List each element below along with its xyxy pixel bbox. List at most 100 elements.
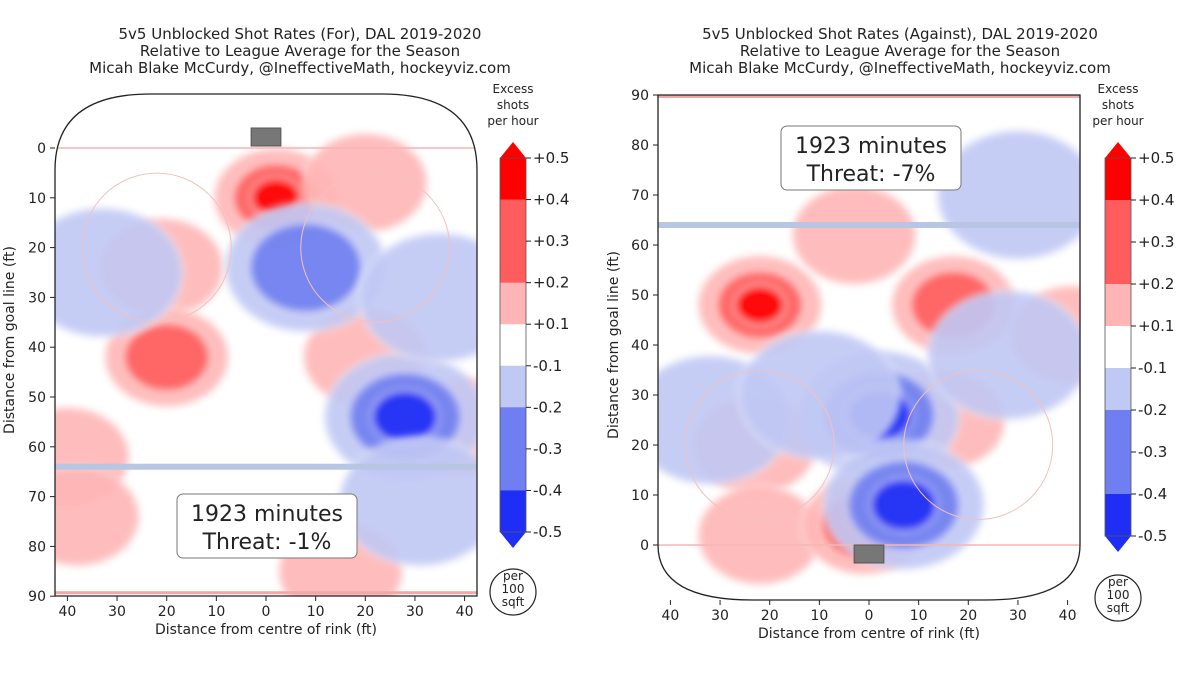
heatmap-blob-level	[248, 221, 363, 314]
colorbar: Excess shots per hour +0.5 +0.4 +0.3 +0.2 +0.1 -…	[487, 82, 569, 616]
y-tick-label: 30	[28, 290, 46, 306]
colorbar-band	[500, 282, 526, 325]
units-label: sqft	[1107, 601, 1130, 615]
y-axis-label: Distance from goal line (ft)	[2, 246, 18, 434]
colorbar-label: +0.3	[1138, 233, 1174, 251]
units-label: 100	[1107, 588, 1130, 602]
x-axis-label: Distance from centre of rink (ft)	[758, 626, 980, 642]
goal-net	[853, 544, 885, 564]
heatmap-layer	[55, 94, 477, 596]
title-line-2: Relative to League Average for the Seaso…	[739, 42, 1061, 60]
colorbar-bottom-arrow	[500, 532, 526, 548]
x-tick-label: 20	[959, 608, 977, 624]
title-line-3: Micah Blake McCurdy, @IneffectiveMath, h…	[89, 59, 511, 77]
x-tick-label: 20	[356, 604, 374, 620]
colorbar-band	[1105, 494, 1131, 537]
y-tick-label: 0	[37, 141, 46, 157]
colorbar-label: -0.2	[533, 398, 562, 416]
y-tick-label: 30	[631, 388, 649, 404]
heatmap-blob-level	[358, 232, 477, 363]
faceoff-circle	[81, 172, 232, 323]
units-circle	[1094, 574, 1142, 622]
annotation-threat: Threat: -7%	[806, 162, 936, 187]
colorbar-label: -0.5	[1138, 527, 1167, 545]
rink-boards	[54, 93, 478, 597]
colorbar-frame	[499, 157, 527, 533]
units-label: sqft	[502, 595, 525, 609]
colorbar-header: per hour	[487, 114, 538, 128]
faceoff-circle	[300, 172, 451, 323]
y-tick-label: 0	[640, 538, 649, 554]
center-red-line	[55, 591, 477, 595]
threat-annotation: 1923 minutes Threat: -1%	[176, 493, 358, 559]
colorbar-label: +0.3	[533, 232, 569, 250]
chart-title: 5v5 Unblocked Shot Rates (Against), DAL …	[600, 26, 1200, 77]
rink-boards	[657, 94, 1081, 601]
y-tick-label: 80	[631, 138, 649, 154]
title-line-1: 5v5 Unblocked Shot Rates (For), DAL 2019…	[118, 25, 482, 43]
units-label: per	[1108, 575, 1128, 589]
colorbar-header: shots	[497, 98, 529, 112]
x-tick-label: 40	[58, 604, 76, 620]
y-tick-label: 60	[631, 238, 649, 254]
title-line-1: 5v5 Unblocked Shot Rates (Against), DAL …	[702, 25, 1098, 43]
y-tick-label: 40	[631, 338, 649, 354]
x-tick-label: 10	[207, 604, 225, 620]
heatmap-blob-level	[926, 289, 1080, 421]
heatmap-blob-level	[370, 389, 440, 445]
x-tick-label: 10	[810, 608, 828, 624]
heatmap-blob-level	[122, 321, 211, 393]
colorbar-top-arrow	[500, 142, 526, 158]
x-tick-label: 20	[761, 608, 779, 624]
chart-for: 5v5 Unblocked Shot Rates (For), DAL 2019…	[2, 25, 569, 639]
y-tick-label: 10	[28, 191, 46, 207]
units-label: per	[503, 569, 523, 583]
colorbar-band	[1105, 326, 1131, 369]
colorbar-band	[500, 324, 526, 367]
colorbar-band	[1105, 200, 1131, 243]
colorbar-label: -0.3	[533, 440, 562, 458]
colorbar-band	[1105, 158, 1131, 201]
colorbar-label: +0.1	[533, 315, 569, 333]
colorbar-band	[500, 158, 526, 201]
y-tick-label: 20	[631, 438, 649, 454]
colorbar-label: -0.5	[533, 523, 562, 541]
annotation-minutes: 1923 minutes	[795, 134, 947, 159]
x-tick-label: 30	[406, 604, 424, 620]
colorbar-band	[500, 241, 526, 284]
colorbar-label: +0.5	[533, 149, 569, 167]
colorbar-header: per hour	[1092, 114, 1143, 128]
colorbar-label: -0.1	[1138, 359, 1167, 377]
colorbar-header: Excess	[1098, 82, 1139, 96]
annotation-minutes: 1923 minutes	[191, 502, 343, 527]
colorbar-bottom-arrow	[1105, 536, 1131, 552]
x-tick-label: 40	[1059, 608, 1077, 624]
center-red-line	[658, 95, 1080, 98]
y-tick-label: 80	[28, 539, 46, 555]
annotation-box	[780, 125, 962, 191]
colorbar-label: +0.4	[1138, 191, 1174, 209]
colorbar-label: +0.5	[1138, 149, 1174, 167]
blue-line	[55, 463, 477, 470]
colorbar-label: -0.4	[1138, 485, 1167, 503]
x-tick-label: 0	[865, 608, 874, 624]
y-tick-label: 20	[28, 241, 46, 257]
colorbar-label: +0.1	[1138, 317, 1174, 335]
y-tick-label: 90	[28, 589, 46, 605]
colorbar-band	[500, 407, 526, 450]
y-tick-label: 40	[28, 340, 46, 356]
x-tick-label: 40	[661, 608, 679, 624]
x-tick-label: 40	[456, 604, 474, 620]
x-tick-label: 30	[1009, 608, 1027, 624]
colorbar-label: -0.3	[1138, 443, 1167, 461]
threat-annotation: 1923 minutes Threat: -7%	[780, 125, 962, 191]
heatmap-blob-level	[55, 207, 184, 338]
y-tick-label: 50	[28, 390, 46, 406]
colorbar-label: +0.2	[1138, 275, 1174, 293]
colorbar-header: shots	[1102, 98, 1134, 112]
colorbar-band	[1105, 368, 1131, 411]
heatmap-blob-level	[791, 184, 917, 286]
colorbar-band	[500, 490, 526, 533]
colorbar-header: Excess	[493, 82, 534, 96]
